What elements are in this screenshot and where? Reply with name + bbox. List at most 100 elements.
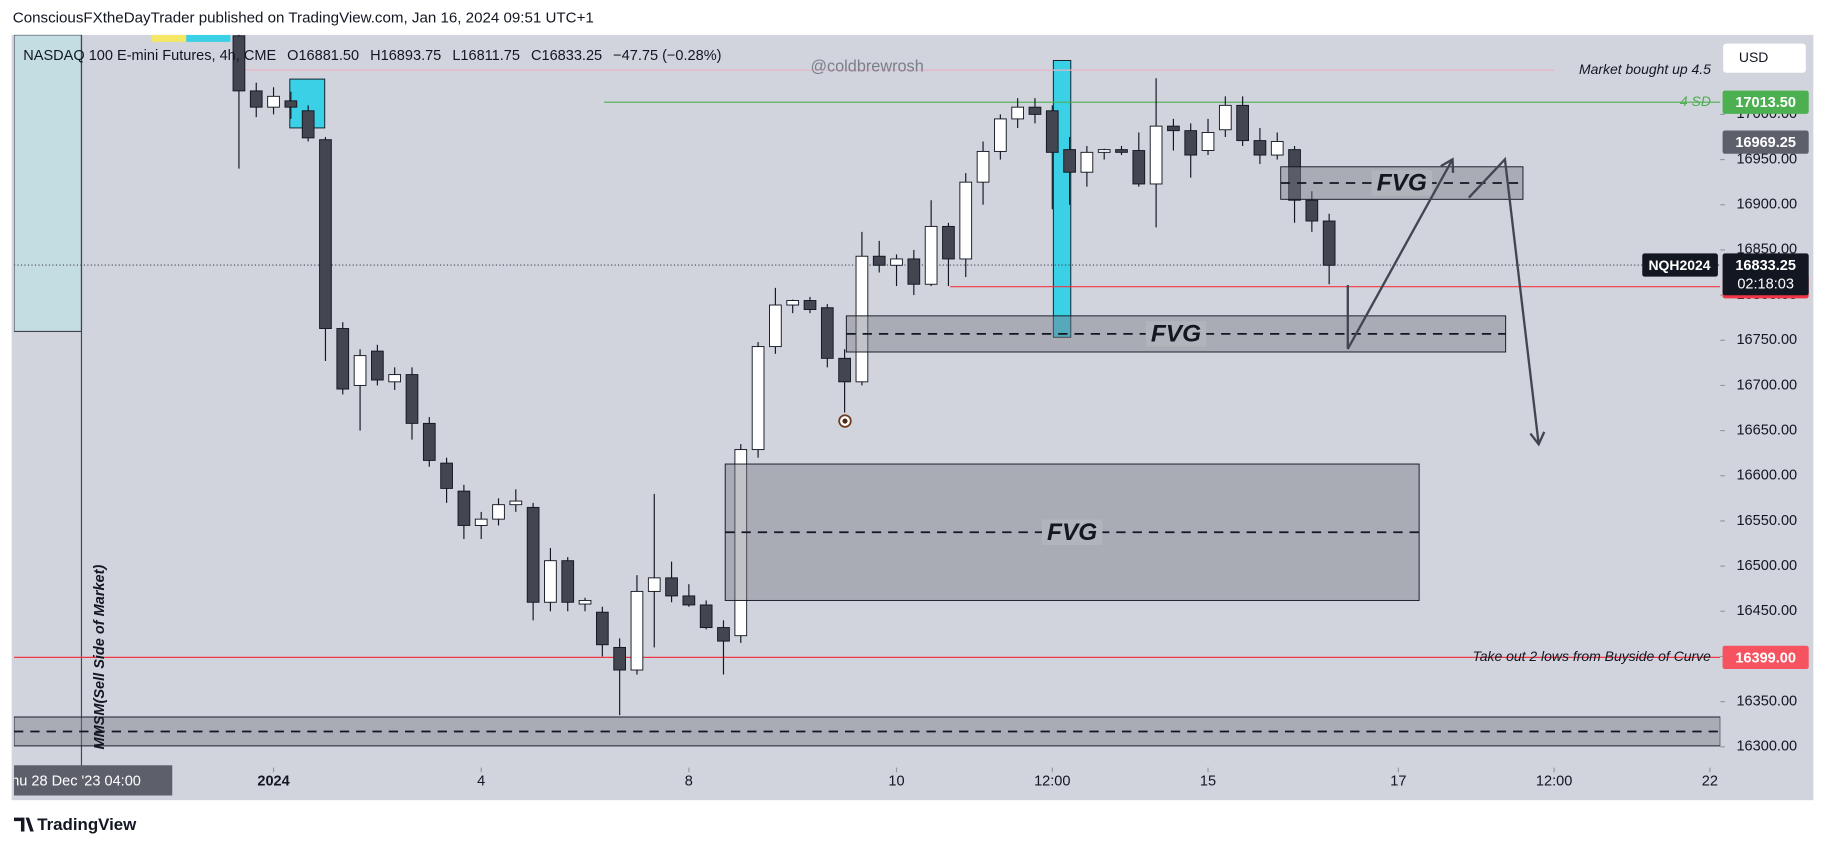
candle-body [1305, 199, 1319, 222]
level-annotation: Take out 2 lows from Buyside of Curve [1472, 648, 1711, 664]
candle-body [769, 304, 782, 348]
candle-body [942, 225, 955, 260]
candle-body [1218, 104, 1232, 131]
candle-body [1288, 149, 1301, 201]
watermark: @coldbrewrosh [810, 58, 923, 76]
y-tick-label: 16750.00 [1736, 332, 1797, 348]
candle-body [492, 504, 505, 520]
x-tick-label: 8 [685, 773, 693, 789]
y-tick-label: 16300.00 [1736, 739, 1797, 755]
candle-body [1080, 151, 1094, 173]
candle-body [267, 95, 280, 108]
x-tick-label: 12:00 [1536, 773, 1572, 789]
eye-icon [842, 418, 848, 424]
x-crosshair: Thu 28 Dec '23 04:00 [2, 765, 173, 796]
x-tick-label: 10 [888, 773, 904, 789]
legend-value: C16833.25 [531, 48, 602, 64]
projection-arrow [1467, 156, 1546, 447]
symbol-box [1642, 253, 1718, 277]
price-marker-label: 16969.25 [1735, 135, 1796, 151]
candle-body [1132, 150, 1146, 185]
candle-body [405, 374, 419, 424]
y-tick-label: 16350.00 [1736, 693, 1797, 709]
x-tick-label: 22 [1702, 773, 1718, 789]
x-tick-label: 4 [477, 773, 485, 789]
x-tick-label: 2024 [257, 773, 289, 789]
logo-mark [13, 817, 34, 832]
y-tick-label: 16900.00 [1736, 197, 1797, 213]
candle-body [1253, 140, 1267, 156]
legend-value: H16893.75 [370, 48, 441, 64]
legend-value: −47.75 (−0.28%) [613, 48, 721, 64]
candle-body [1045, 110, 1059, 153]
y-tick-label: 16600.00 [1736, 468, 1797, 484]
candle-body [820, 307, 834, 359]
candle-body [924, 225, 938, 285]
fvg-label: FVG [1151, 321, 1201, 348]
fvg-label-bg [1371, 170, 1433, 196]
vertical-annotation: MMSM(Sell Side of Market) [92, 565, 108, 750]
candle-body [1149, 125, 1163, 185]
candle-body [890, 258, 903, 266]
last-price-label: 16833.25 [1735, 258, 1796, 274]
chart-background [11, 34, 1814, 801]
candle-body [630, 590, 644, 671]
candle-body [595, 611, 609, 646]
candle-body [734, 449, 748, 637]
legend: NASDAQ 100 E-mini Futures, 4h, CME O1688… [23, 48, 721, 64]
candle-body [1270, 141, 1284, 156]
candle-body [803, 300, 817, 311]
highlight-region [151, 34, 187, 42]
candle-body [838, 357, 851, 383]
candle-body [699, 604, 713, 629]
candle-body [474, 518, 488, 526]
candle-body [1167, 125, 1180, 132]
x-tick-label: 17 [1390, 773, 1406, 789]
y-tick-label: 16550.00 [1736, 513, 1797, 529]
candle-body [1322, 220, 1336, 266]
candle-body [717, 627, 730, 642]
level-annotation: Market bought up 4.5 [1579, 61, 1711, 77]
footer-brand: TradingView [37, 815, 137, 834]
price-marker-box [1722, 645, 1809, 669]
y-tick-label: 16950.00 [1736, 151, 1797, 167]
candle-body [855, 255, 869, 383]
y-tick-label: 16450.00 [1736, 603, 1797, 619]
candle-body [786, 300, 800, 306]
candle-body [440, 462, 453, 489]
symbol-label: NQH2024 [1648, 257, 1710, 273]
fvg-label-bg [1145, 321, 1207, 347]
crosshair-label-box [13, 765, 173, 796]
last-price-box [1722, 253, 1809, 296]
candle-body [665, 577, 678, 597]
price-marker-box [1722, 130, 1809, 154]
candle-body [336, 328, 350, 390]
highlight-region [186, 34, 231, 42]
currency-button[interactable]: USD [1721, 42, 1807, 74]
candle-body [751, 346, 765, 451]
plot-area [13, 34, 1721, 768]
x-tick-label: 12:00 [1034, 773, 1070, 789]
candle-body [371, 350, 384, 381]
candle-body [249, 90, 263, 108]
currency-button-label[interactable]: USD [1739, 49, 1768, 65]
fvg-label: FVG [1377, 170, 1427, 197]
candle-body [872, 255, 886, 266]
candle-body [319, 139, 332, 329]
candle-body [647, 577, 661, 592]
legend-title: NASDAQ 100 E-mini Futures, 4h, CME [23, 48, 276, 64]
price-marker-label: 16399.00 [1735, 650, 1796, 666]
currency-button-box[interactable] [1721, 42, 1807, 74]
candle-body [1201, 131, 1215, 151]
projection-arrow [1346, 157, 1455, 350]
candle-body [1184, 130, 1198, 156]
candle-body [422, 422, 436, 461]
candle-body [526, 506, 540, 603]
candle-body [284, 100, 298, 108]
candle-body [1236, 104, 1249, 142]
crosshair-label: Thu 28 Dec '23 04:00 [2, 773, 141, 789]
candle-body [1063, 149, 1076, 173]
candle-body [976, 150, 990, 183]
candle-body [1011, 106, 1025, 120]
